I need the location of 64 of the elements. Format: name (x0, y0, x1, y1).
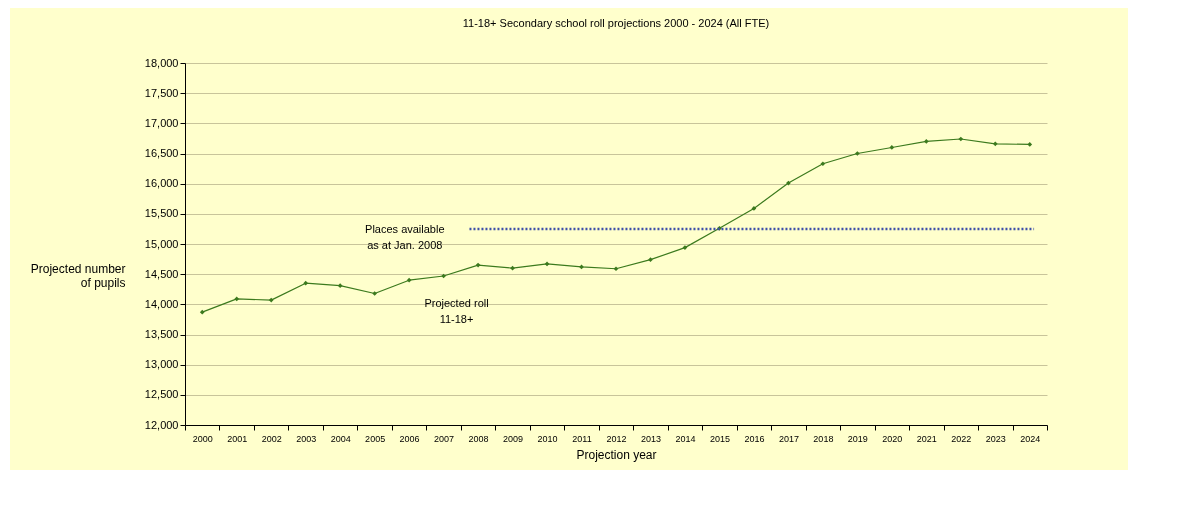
x-tick-label: 2012 (606, 433, 627, 444)
point (786, 180, 791, 186)
x-tick-label: 2022 (951, 433, 972, 444)
point (544, 261, 550, 267)
point (992, 141, 998, 147)
point (234, 296, 240, 302)
y-tick-label: 17,000 (144, 116, 179, 129)
point (303, 280, 309, 286)
x-tick-label: 2024 (1020, 433, 1041, 444)
point (510, 265, 515, 271)
point (406, 277, 412, 283)
x-tick-label: 2006 (399, 433, 420, 444)
point (751, 206, 757, 211)
point (475, 262, 481, 268)
y-tick-label: 15,500 (144, 207, 179, 220)
point (372, 291, 377, 296)
y-tick-label: 16,500 (144, 147, 179, 159)
y-tick-label: 14,000 (144, 297, 179, 310)
chart-title: 11-18+ Secondary school roll projections 2000 - 2024 (All FTE) (462, 17, 770, 29)
x-tick-label: 2013 (640, 433, 661, 444)
x-tick-label: 2009 (503, 433, 524, 444)
annotation: Projected roll 11-18+ (424, 297, 489, 326)
x-tick-label: 2000 (192, 433, 213, 444)
y-tick-label: 14,500 (144, 267, 179, 280)
point (648, 257, 653, 263)
y-tick-label: 12,500 (144, 388, 179, 401)
x-tick-label: 2017 (778, 433, 799, 444)
ref-line-label: Places available as at Jan. 2008 (365, 222, 445, 251)
y-tick-label: 17,500 (144, 86, 179, 99)
point (613, 266, 619, 272)
x-tick-label: 2016 (744, 433, 765, 444)
x-axis-title: Projection year (576, 447, 657, 462)
point (889, 145, 895, 150)
x-tick-label: 2020 (882, 433, 903, 444)
x-tick-label: 2010 (537, 433, 558, 444)
point (1027, 142, 1033, 147)
y-tick-label: 13,500 (144, 328, 179, 340)
point (923, 139, 929, 144)
point (820, 161, 826, 167)
x-tick-label: 2005 (365, 433, 386, 444)
y-tick-label: 12,000 (144, 418, 179, 431)
x-tick-label: 2019 (847, 433, 868, 444)
y-tick-label: 15,000 (144, 237, 179, 250)
point (855, 151, 860, 156)
x-tick-label: 2015 (709, 433, 730, 444)
x-tick-label: 2023 (985, 433, 1006, 444)
x-tick-label: 2003 (296, 433, 317, 444)
x-tick-label: 2011 (572, 433, 592, 444)
point (199, 309, 205, 315)
x-tick-label: 2004 (330, 433, 351, 444)
y-tick-label: 18,000 (144, 56, 179, 69)
y-tick-label: 16,000 (144, 177, 179, 190)
x-tick-label: 2001 (227, 433, 248, 444)
point (337, 283, 343, 288)
x-tick-label: 2008 (468, 433, 489, 444)
y-axis-title: Projected number of pupils (30, 261, 126, 290)
x-tick-label: 2014 (675, 433, 696, 444)
y-tick-label: 13,000 (144, 358, 179, 371)
x-tick-label: 2002 (261, 433, 282, 444)
x-tick-label: 2018 (813, 433, 834, 444)
point (958, 136, 964, 142)
x-tick-label: 2021 (916, 433, 937, 444)
x-tick-label: 2007 (434, 433, 455, 444)
point (268, 297, 274, 303)
